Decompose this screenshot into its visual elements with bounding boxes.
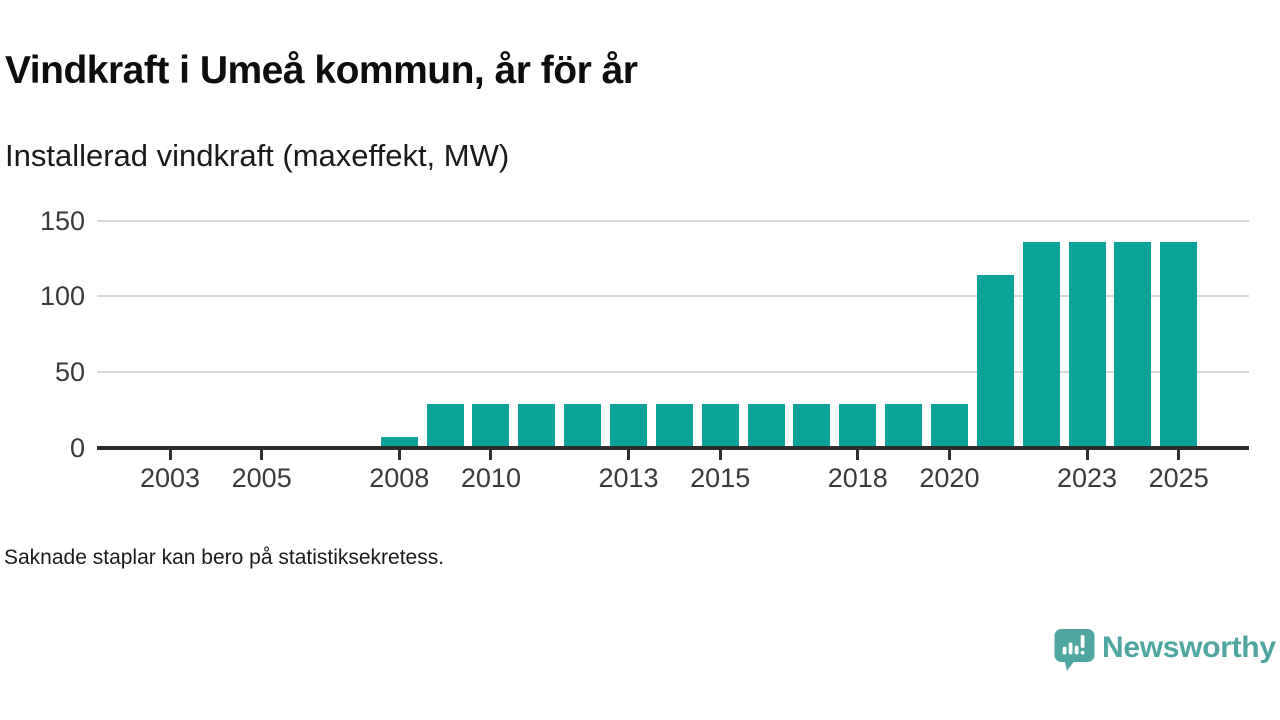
x-axis-label-2023: 2023 [1056,463,1118,493]
bar-2010 [472,404,510,450]
bar-2023 [1068,241,1106,450]
newsworthy-logo-icon [1054,629,1095,671]
newsworthy-logo-text: Newsworthy [1102,631,1276,664]
newsworthy-logo: Newsworthy [1052,627,1280,677]
bar-2013 [610,404,647,450]
x-axis-label-2025: 2025 [1148,463,1209,493]
bar-2015 [701,404,739,450]
y-axis-label-100: 100 [39,281,85,312]
bar-2014 [655,404,693,450]
x-axis-tick-2020 [947,450,951,460]
y-axis-label-150: 150 [39,205,85,236]
x-axis-tick-2023 [1085,450,1089,460]
x-axis-tick-2025 [1177,450,1181,460]
chart-subtitle: Installerad vindkraft (maxeffekt, MW) [5,138,510,173]
x-axis-label-2008: 2008 [369,463,430,493]
footnote: Saknade staplar kan bero på statistiksek… [4,546,445,569]
bar-2018 [839,404,877,450]
bar-2009 [426,404,464,450]
x-axis-line [97,446,1249,450]
x-axis-label-2013: 2013 [598,463,659,493]
gridline-50 [97,371,1249,374]
x-axis-tick-2018 [856,450,860,460]
y-axis-label-50: 50 [54,357,85,388]
bar-2024 [1114,241,1152,450]
x-axis-label-2020: 2020 [919,463,980,493]
x-axis-tick-2005 [260,450,264,460]
x-axis-label-2018: 2018 [827,463,888,493]
x-axis-tick-2010 [489,450,493,460]
x-axis-label-2010: 2010 [460,463,521,493]
x-axis-tick-2003 [168,450,172,460]
x-axis-label-2015: 2015 [690,463,751,493]
bar-2012 [564,404,602,450]
x-axis-label-2005: 2005 [231,463,292,493]
x-axis-tick-2008 [397,450,401,460]
gridline-150 [97,219,1249,222]
bar-2017 [793,404,831,450]
bar-2019 [885,404,923,450]
chart-title: Vindkraft i Umeå kommun, år för år [5,49,638,92]
bar-2021 [976,275,1014,450]
bar-2020 [930,404,968,450]
gridline-100 [97,295,1249,298]
bar-2016 [747,404,785,450]
x-axis-tick-2013 [627,450,630,460]
bar-2025 [1160,241,1198,450]
bar-2022 [1022,241,1060,450]
x-axis-label-2003: 2003 [139,463,201,493]
bar-2011 [518,404,556,450]
y-axis-label-0: 0 [69,433,85,463]
x-axis-tick-2015 [718,450,722,460]
logo-mini-bars [1062,635,1085,655]
